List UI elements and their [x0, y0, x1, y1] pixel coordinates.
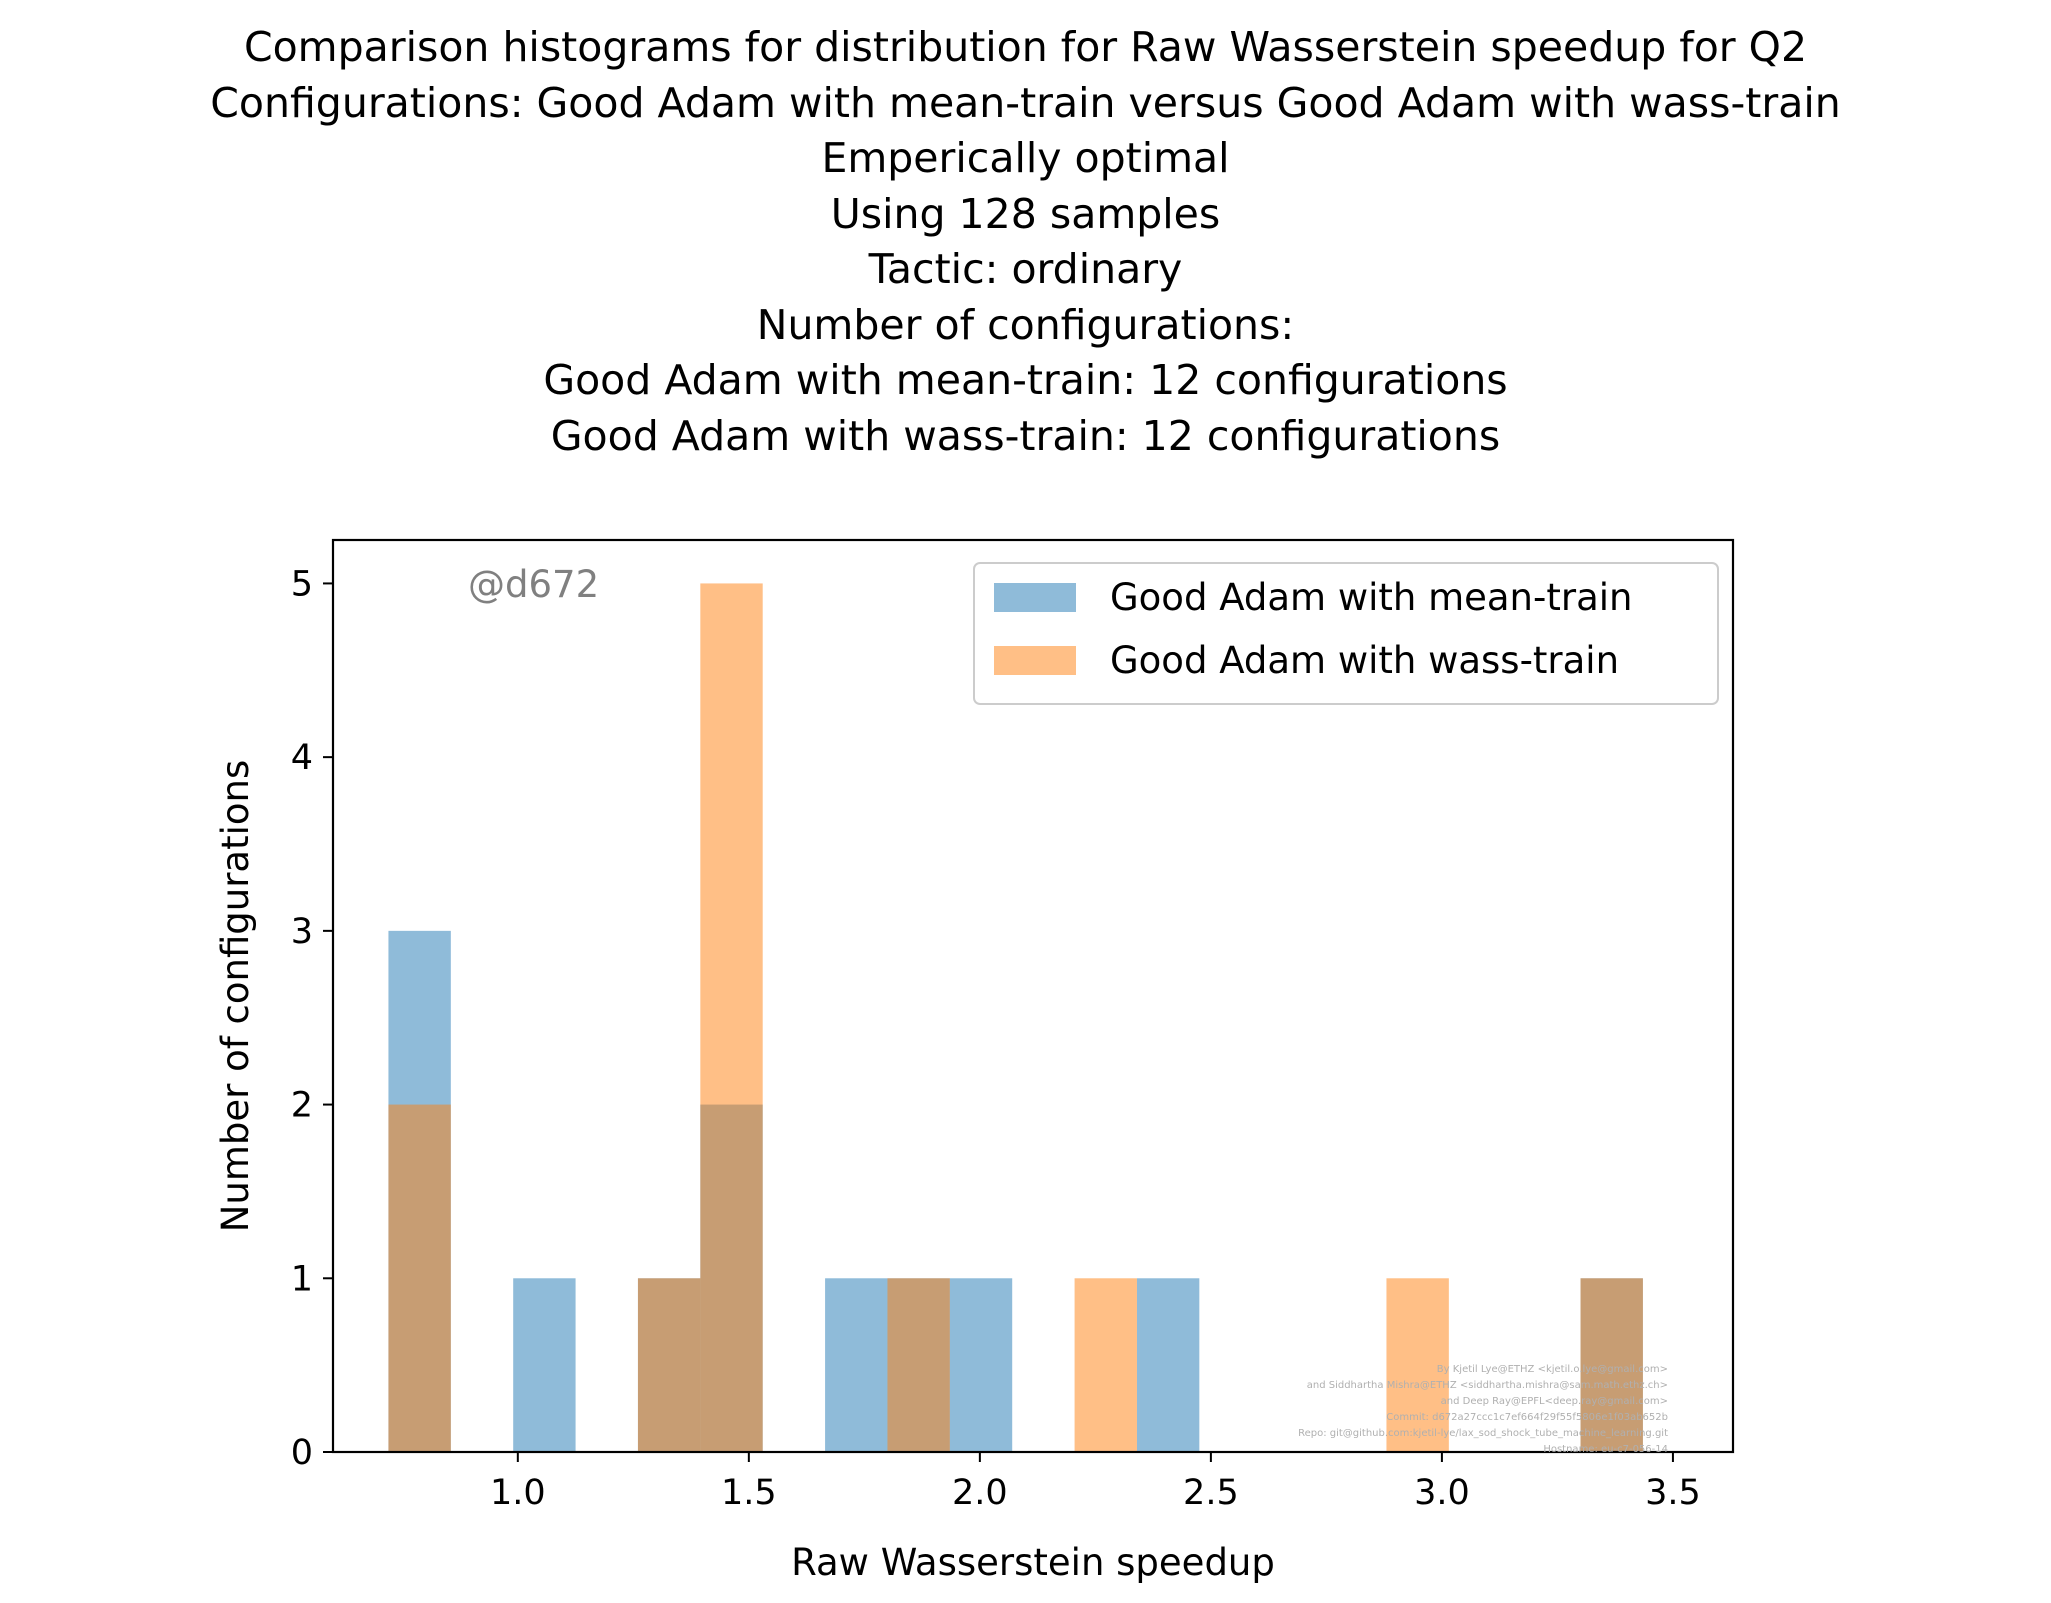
x-tick-label: 2.0	[952, 1473, 1008, 1513]
title-line: Good Adam with mean-train: 12 configurat…	[543, 356, 1508, 404]
y-tick-label: 5	[291, 564, 313, 604]
plot-frame	[331, 538, 1735, 1454]
histogram-bar	[949, 1278, 1013, 1452]
histogram-bar	[513, 1278, 576, 1452]
credits-line: Repo: git@github.com:kjetil-lye/lax_sod_…	[1298, 1428, 1668, 1439]
commit-watermark: @d672	[468, 563, 599, 606]
title-line: Number of configurations:	[756, 300, 1295, 349]
legend-swatch	[994, 583, 1076, 612]
legend-label: Good Adam with wass-train	[1110, 639, 1619, 682]
y-tick-label: 1	[291, 1259, 313, 1299]
title-line: Good Adam with wass-train: 12 configurat…	[550, 411, 1501, 460]
legend-swatch	[994, 646, 1076, 675]
histogram-bar	[825, 1278, 888, 1452]
credits-line: Commit: d672a27ccc1c7ef664f29f55f5806e1f…	[1386, 1412, 1668, 1423]
credits-line: By Kjetil Lye@ETHZ <kjetil.o.lye@gmail.c…	[1437, 1364, 1668, 1375]
credits-block: By Kjetil Lye@ETHZ <kjetil.o.lye@gmail.c…	[1298, 1364, 1668, 1455]
x-tick-label: 2.5	[1183, 1473, 1239, 1513]
credits-line: and Deep Ray@EPFL<deep.ray@gmail.com>	[1441, 1396, 1668, 1407]
legend-label: Good Adam with mean-train	[1110, 576, 1632, 619]
title-line: Comparison histograms for distribution f…	[243, 23, 1808, 71]
y-axis-label: Number of configurations	[214, 760, 257, 1233]
x-tick-label: 3.5	[1645, 1473, 1701, 1513]
y-tick-label: 3	[291, 912, 313, 952]
y-tick-label: 2	[291, 1086, 313, 1126]
y-axis-ticks: 0 1 2 3 4 5	[291, 564, 333, 1473]
legend: Good Adam with mean-train Good Adam with …	[973, 562, 1719, 705]
title-line: Using 128 samples	[830, 189, 1221, 238]
bars-layer	[388, 583, 1643, 1452]
histogram-bar	[388, 1104, 451, 1452]
title-line: Emperically optimal	[821, 134, 1230, 182]
x-tick-label: 1.5	[721, 1473, 777, 1513]
legend-box	[973, 562, 1719, 705]
histogram-bar	[700, 583, 763, 1452]
histogram-bar	[1386, 1278, 1449, 1452]
chart-title: Comparison histograms for distribution f…	[0, 20, 2051, 464]
title-line: Configurations: Good Adam with mean-trai…	[210, 78, 1841, 127]
histogram-bar	[1136, 1278, 1200, 1452]
histogram-bar	[637, 1278, 701, 1452]
x-tick-label: 1.0	[490, 1473, 546, 1513]
credits-line: and Siddhartha Mishra@ETHZ <siddhartha.m…	[1307, 1380, 1668, 1391]
y-tick-label: 4	[291, 738, 313, 778]
y-tick-label: 0	[291, 1433, 313, 1473]
x-axis-ticks: 1.0 1.5 2.0 2.5 3.0 3.5	[490, 1452, 1701, 1513]
histogram-bar	[1074, 1278, 1137, 1452]
x-axis-label: Raw Wasserstein speedup	[791, 1541, 1275, 1584]
title-line: Tactic: ordinary	[868, 245, 1183, 293]
x-tick-label: 3.0	[1414, 1473, 1470, 1513]
histogram-bar	[887, 1278, 950, 1452]
credits-line: Hostname: eu-c7-056-14	[1543, 1444, 1668, 1455]
histogram-bar	[1580, 1278, 1643, 1452]
